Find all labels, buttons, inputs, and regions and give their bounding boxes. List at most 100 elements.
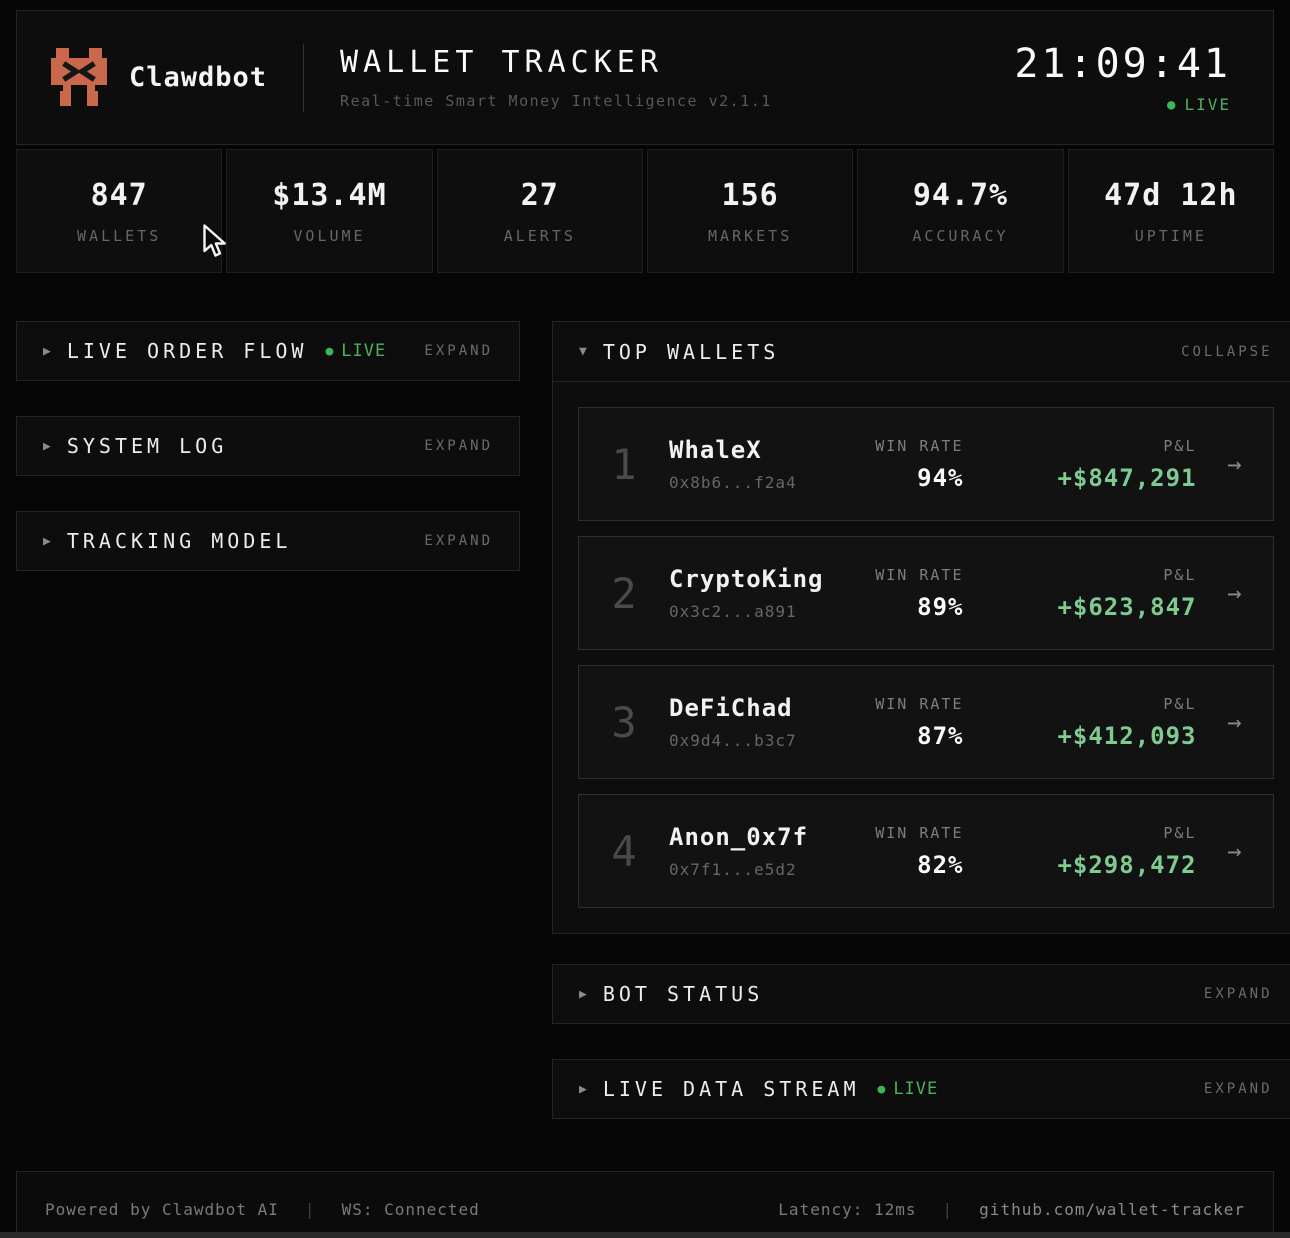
expand-button[interactable]: EXPAND xyxy=(424,438,493,454)
chevron-right-icon: ▶ xyxy=(43,343,51,359)
panel-tracking-model-header[interactable]: ▶ TRACKING MODEL EXPAND xyxy=(17,512,519,570)
win-rate-value: 87% xyxy=(917,721,964,750)
footer-repo-link[interactable]: github.com/wallet-tracker xyxy=(979,1199,1245,1219)
panel-system-log-header[interactable]: ▶ SYSTEM LOG EXPAND xyxy=(17,417,519,475)
stat-markets: 156 MARKETS xyxy=(646,149,854,273)
pnl-label: P&L xyxy=(1163,436,1197,455)
header-live-badge: ● LIVE xyxy=(1014,95,1231,114)
arrow-right-icon[interactable]: → xyxy=(1227,708,1242,736)
arrow-right-icon[interactable]: → xyxy=(1227,579,1242,607)
stat-uptime: 47d 12h UPTIME xyxy=(1067,149,1274,273)
win-rate-label: WIN RATE xyxy=(875,823,964,842)
chevron-down-icon: ▼ xyxy=(579,344,587,359)
panel-bot-status: ▶ BOT STATUS EXPAND xyxy=(552,964,1290,1024)
stat-accuracy: 94.7% ACCURACY xyxy=(857,149,1064,273)
stats-bar: 847 WALLETS $13.4M VOLUME 27 ALERTS 156 … xyxy=(16,149,1274,273)
wallet-pnl: P&L +$298,472 xyxy=(992,824,1197,879)
stat-value: 94.7% xyxy=(912,177,1009,213)
panel-tracking-model: ▶ TRACKING MODEL EXPAND xyxy=(16,511,520,571)
wallet-rank: 1 xyxy=(611,439,637,489)
panel-title: TOP WALLETS xyxy=(602,339,780,364)
wallet-name: DeFiChad xyxy=(669,694,793,722)
pnl-value: +$412,093 xyxy=(1057,721,1197,750)
wallet-pnl: P&L +$847,291 xyxy=(992,437,1197,492)
wallet-pnl: P&L +$412,093 xyxy=(992,695,1197,750)
stat-value: 847 xyxy=(90,177,148,213)
wallet-address: 0x3c2...a891 xyxy=(669,602,797,621)
wallet-address: 0x9d4...b3c7 xyxy=(669,731,797,750)
panel-top-wallets-header[interactable]: ▼ TOP WALLETS COLLAPSE xyxy=(553,322,1290,382)
wallet-row-4[interactable]: 4 Anon_0x7f 0x7f1...e5d2 WIN RATE 82% P&… xyxy=(578,794,1274,908)
brand-name: Clawdbot xyxy=(129,62,268,93)
chevron-right-icon: ▶ xyxy=(43,438,51,454)
arrow-right-icon[interactable]: → xyxy=(1227,837,1242,865)
pnl-label: P&L xyxy=(1163,565,1197,584)
wallet-identity: DeFiChad 0x9d4...b3c7 xyxy=(669,694,824,750)
left-column: ▶ LIVE ORDER FLOW ● LIVE EXPAND ▶ SYSTEM… xyxy=(16,321,520,571)
right-column: ▼ TOP WALLETS COLLAPSE 1 WhaleX 0x8b6...… xyxy=(552,321,1290,1119)
win-rate-value: 94% xyxy=(917,463,964,492)
win-rate-label: WIN RATE xyxy=(875,436,964,455)
stat-label: MARKETS xyxy=(708,226,793,245)
panel-live-data-stream-header[interactable]: ▶ LIVE DATA STREAM ● LIVE EXPAND xyxy=(553,1060,1290,1118)
wallet-row-2[interactable]: 2 CryptoKing 0x3c2...a891 WIN RATE 89% P… xyxy=(578,536,1274,650)
wallet-win-rate: WIN RATE 87% xyxy=(824,695,964,750)
clock: 21:09:41 xyxy=(1014,41,1231,87)
chevron-right-icon: ▶ xyxy=(579,986,587,1002)
footer-bar: Powered by Clawdbot AI | WS: Connected L… xyxy=(16,1171,1274,1238)
stat-label: VOLUME xyxy=(293,226,366,245)
stat-value: 156 xyxy=(721,177,779,213)
panel-live-data-stream: ▶ LIVE DATA STREAM ● LIVE EXPAND xyxy=(552,1059,1290,1119)
win-rate-label: WIN RATE xyxy=(875,694,964,713)
wallet-row-1[interactable]: 1 WhaleX 0x8b6...f2a4 WIN RATE 94% P&L +… xyxy=(578,407,1274,521)
stat-label: UPTIME xyxy=(1134,226,1207,245)
chevron-right-icon: ▶ xyxy=(43,533,51,549)
pnl-label: P&L xyxy=(1163,823,1197,842)
stat-value: 27 xyxy=(520,177,559,213)
expand-button[interactable]: EXPAND xyxy=(424,343,493,359)
live-dot-icon: ● xyxy=(325,343,334,359)
header-divider xyxy=(303,43,305,112)
header-bar: Clawdbot WALLET TRACKER Real-time Smart … xyxy=(16,10,1274,145)
panel-bot-status-header[interactable]: ▶ BOT STATUS EXPAND xyxy=(553,965,1290,1023)
live-badge: ● LIVE xyxy=(877,1079,938,1099)
pnl-label: P&L xyxy=(1163,694,1197,713)
wallet-rank: 4 xyxy=(611,826,637,876)
page-title: WALLET TRACKER xyxy=(340,45,663,80)
wallet-name: Anon_0x7f xyxy=(669,823,809,851)
panel-title: SYSTEM LOG xyxy=(66,434,228,458)
panel-system-log: ▶ SYSTEM LOG EXPAND xyxy=(16,416,520,476)
wallet-address: 0x8b6...f2a4 xyxy=(669,473,797,492)
stat-alerts: 27 ALERTS xyxy=(436,149,643,273)
expand-button[interactable]: EXPAND xyxy=(1203,986,1273,1002)
footer-separator: | xyxy=(942,1199,954,1219)
wallet-identity: CryptoKing 0x3c2...a891 xyxy=(669,565,824,621)
wallet-name: WhaleX xyxy=(669,436,762,464)
footer-ws-status: WS: Connected xyxy=(341,1199,480,1219)
wallet-win-rate: WIN RATE 89% xyxy=(824,566,964,621)
wallet-identity: WhaleX 0x8b6...f2a4 xyxy=(669,436,824,492)
footer-right: Latency: 12ms | github.com/wallet-tracke… xyxy=(778,1200,1245,1219)
wallet-name: CryptoKing xyxy=(669,565,824,593)
wallet-win-rate: WIN RATE 94% xyxy=(824,437,964,492)
main-content: ▶ LIVE ORDER FLOW ● LIVE EXPAND ▶ SYSTEM… xyxy=(16,321,1290,1119)
clock-block: 21:09:41 ● LIVE xyxy=(1014,41,1231,114)
wallet-pnl: P&L +$623,847 xyxy=(992,566,1197,621)
expand-button[interactable]: EXPAND xyxy=(424,533,493,549)
collapse-button[interactable]: COLLAPSE xyxy=(1181,343,1273,360)
pnl-value: +$298,472 xyxy=(1057,850,1197,879)
stat-value: $13.4M xyxy=(272,177,387,213)
live-label: LIVE xyxy=(341,341,387,361)
arrow-right-icon[interactable]: → xyxy=(1227,450,1242,478)
stat-value: 47d 12h xyxy=(1104,177,1238,213)
footer-separator: | xyxy=(304,1199,316,1219)
wallet-rank: 3 xyxy=(611,697,637,747)
panel-live-order-flow-header[interactable]: ▶ LIVE ORDER FLOW ● LIVE EXPAND xyxy=(17,322,519,380)
wallet-identity: Anon_0x7f 0x7f1...e5d2 xyxy=(669,823,824,879)
live-dot-icon: ● xyxy=(1167,96,1176,113)
page-subtitle: Real-time Smart Money Intelligence v2.1.… xyxy=(340,92,772,110)
clawdbot-logo-icon xyxy=(51,47,107,106)
wallet-row-3[interactable]: 3 DeFiChad 0x9d4...b3c7 WIN RATE 87% P&L… xyxy=(578,665,1274,779)
panel-title: LIVE DATA STREAM xyxy=(602,1077,860,1101)
expand-button[interactable]: EXPAND xyxy=(1203,1081,1273,1097)
